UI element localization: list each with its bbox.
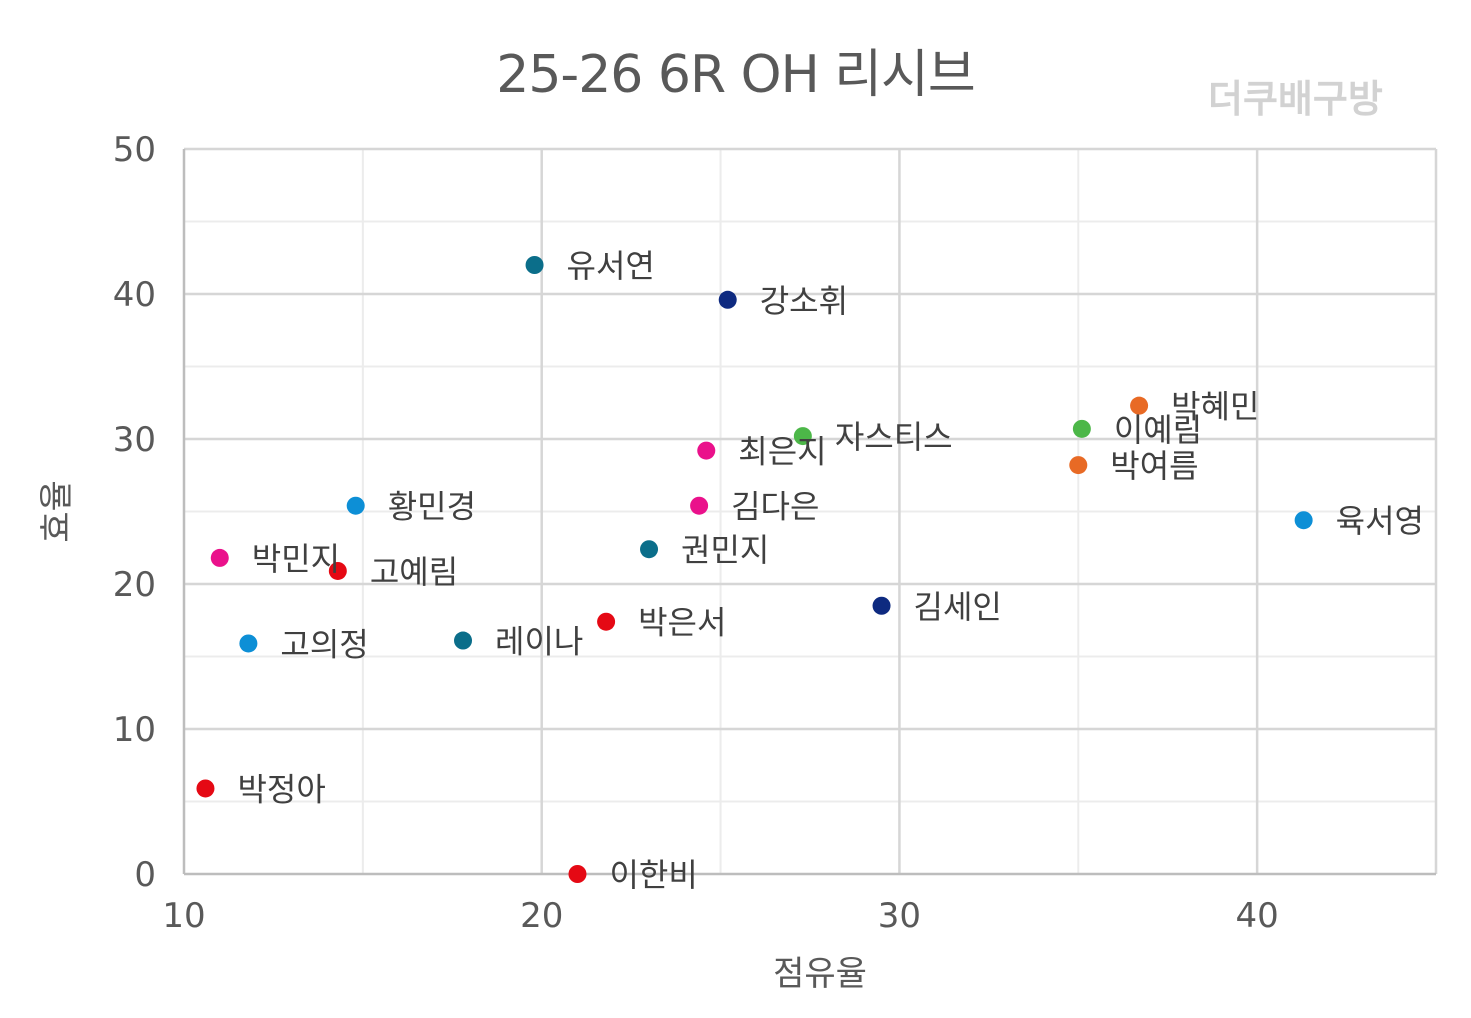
watermark: 더쿠배구방 bbox=[1208, 77, 1383, 121]
data-label: 이한비 bbox=[609, 856, 697, 894]
data-point bbox=[793, 427, 812, 446]
data-point bbox=[525, 256, 544, 274]
y-tick-label: 0 bbox=[134, 855, 156, 895]
data-label: 김다은 bbox=[731, 488, 819, 526]
data-point bbox=[1294, 511, 1313, 530]
data-point bbox=[210, 548, 229, 567]
data-point bbox=[568, 865, 587, 883]
data-point bbox=[872, 596, 891, 615]
x-tick-label: 20 bbox=[520, 896, 563, 936]
y-axis-label: 효율 bbox=[37, 480, 77, 543]
data-point bbox=[346, 496, 365, 515]
data-point bbox=[718, 290, 737, 309]
data-point bbox=[1072, 419, 1091, 438]
data-point bbox=[1130, 396, 1149, 415]
x-tick-label: 10 bbox=[162, 896, 205, 936]
data-point bbox=[328, 561, 347, 580]
data-point bbox=[697, 441, 716, 460]
y-tick-label: 10 bbox=[113, 710, 156, 750]
x-axis-label: 점유율 bbox=[773, 954, 867, 994]
data-point bbox=[454, 631, 473, 650]
data-label: 김세인 bbox=[914, 588, 1002, 626]
chart-title: 25-26 6R OH 리시브 bbox=[496, 45, 975, 105]
data-label: 박혜민 bbox=[1171, 388, 1259, 426]
y-tick-label: 50 bbox=[113, 130, 156, 170]
data-point bbox=[690, 496, 709, 515]
data-label: 이예림 bbox=[1114, 411, 1202, 449]
data-label: 유서연 bbox=[567, 247, 655, 285]
grid bbox=[184, 147, 1438, 874]
data-label: 박은서 bbox=[638, 604, 726, 642]
data-label: 박정아 bbox=[237, 770, 325, 808]
y-tick-label: 30 bbox=[113, 420, 156, 460]
data-label: 권민지 bbox=[681, 531, 769, 569]
data-point bbox=[1069, 456, 1088, 475]
axes bbox=[182, 149, 1436, 876]
y-tick-label: 20 bbox=[113, 565, 156, 605]
data-label: 박여름 bbox=[1110, 447, 1198, 485]
data-point bbox=[196, 779, 215, 798]
data-label: 자스티스 bbox=[835, 418, 953, 456]
x-tick-label: 30 bbox=[878, 896, 921, 936]
x-tick-label: 40 bbox=[1236, 896, 1279, 936]
data-label: 황민경 bbox=[388, 488, 476, 526]
data-label: 박민지 bbox=[252, 540, 340, 578]
data-point bbox=[239, 634, 258, 653]
y-tick-label: 40 bbox=[113, 275, 156, 315]
data-points bbox=[196, 256, 1313, 883]
data-label: 최은지 bbox=[738, 433, 826, 471]
data-label: 고의정 bbox=[280, 625, 368, 663]
data-label: 고예림 bbox=[370, 553, 458, 591]
data-label: 육서영 bbox=[1336, 502, 1424, 540]
data-point bbox=[597, 612, 616, 631]
data-point bbox=[640, 540, 659, 559]
data-label: 레이나 bbox=[495, 623, 583, 661]
data-label: 강소휘 bbox=[760, 282, 848, 320]
